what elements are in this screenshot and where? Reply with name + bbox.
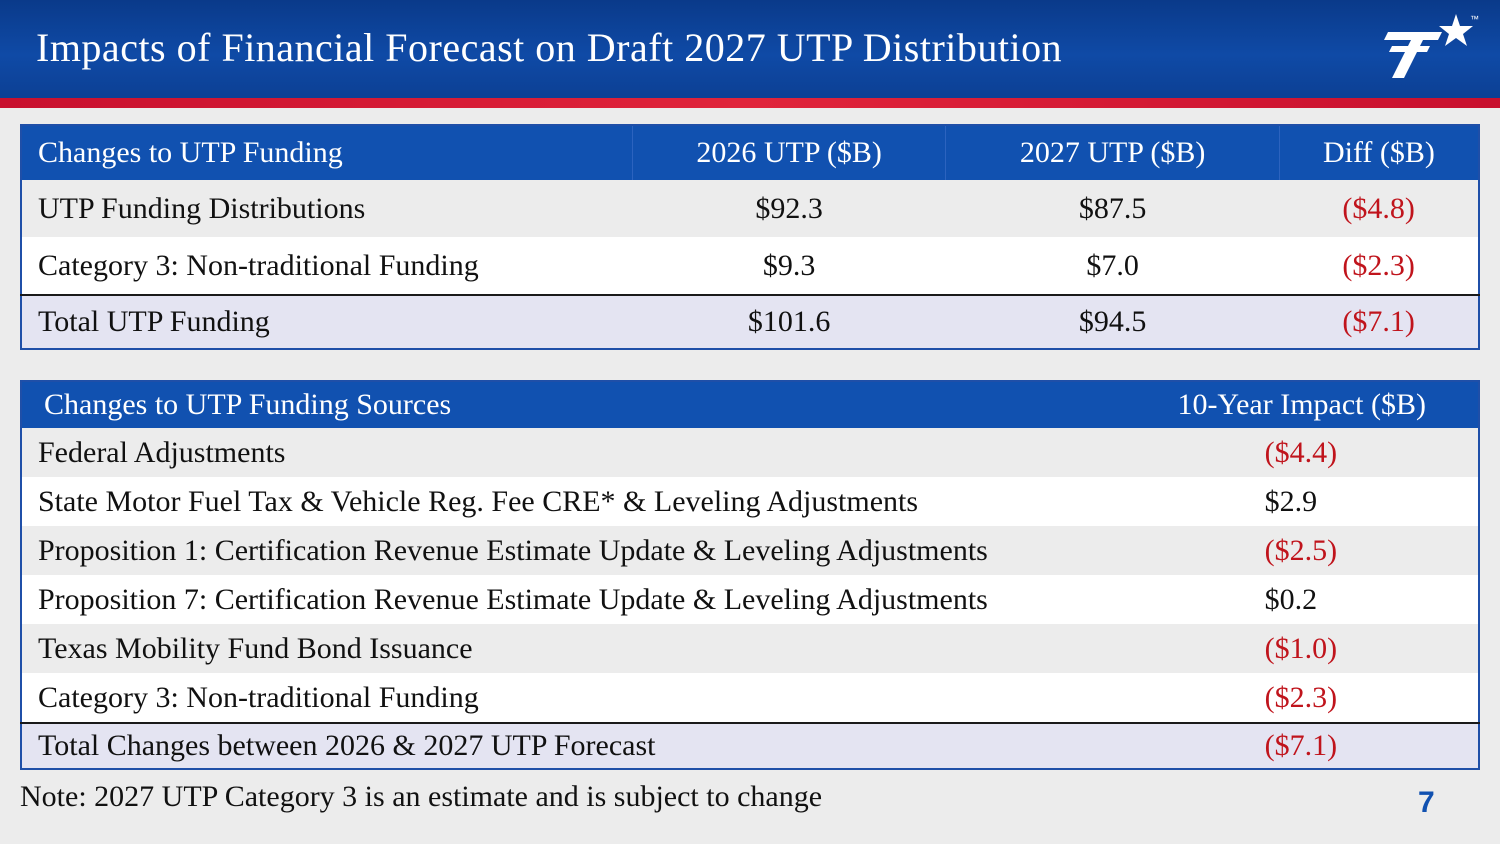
- impact-value: ($2.3): [1020, 673, 1479, 723]
- total-row: Total Changes between 2026 & 2027 UTP Fo…: [21, 722, 1479, 769]
- value-2026: $92.3: [632, 180, 946, 237]
- value-diff: ($2.3): [1279, 237, 1479, 295]
- table-row: State Motor Fuel Tax & Vehicle Reg. Fee …: [21, 477, 1479, 526]
- value-2026: $9.3: [632, 237, 946, 295]
- column-header: 2027 UTP ($B): [945, 125, 1280, 180]
- value-diff: ($7.1): [1279, 294, 1479, 349]
- impact-value: ($1.0): [1020, 624, 1479, 673]
- table-row: Proposition 1: Certification Revenue Est…: [21, 526, 1479, 575]
- row-label: Category 3: Non-traditional Funding: [21, 673, 1021, 723]
- column-header: Changes to UTP Funding Sources: [21, 381, 1021, 428]
- column-header: Changes to UTP Funding: [21, 125, 633, 180]
- trademark-mark: ™: [1470, 14, 1479, 24]
- header-accent-stripe: [0, 98, 1500, 108]
- row-label: Texas Mobility Fund Bond Issuance: [21, 624, 1021, 673]
- table-header-row: Changes to UTP Funding Sources 10-Year I…: [21, 381, 1479, 428]
- table-row: Proposition 7: Certification Revenue Est…: [21, 575, 1479, 624]
- value-2027: $94.5: [945, 294, 1280, 349]
- value-2027: $7.0: [945, 237, 1280, 295]
- txdot-logo-icon: [1384, 14, 1473, 78]
- row-label: Federal Adjustments: [21, 428, 1021, 477]
- slide-title: Impacts of Financial Forecast on Draft 2…: [36, 25, 1063, 70]
- row-label: Total UTP Funding: [21, 294, 633, 349]
- table-row: Federal Adjustments ($4.4): [21, 428, 1479, 477]
- footnote: Note: 2027 UTP Category 3 is an estimate…: [20, 780, 823, 813]
- table-row: Texas Mobility Fund Bond Issuance ($1.0): [21, 624, 1479, 673]
- impact-value: $0.2: [1020, 575, 1479, 624]
- row-label: Total Changes between 2026 & 2027 UTP Fo…: [21, 722, 1021, 769]
- table-header-row: Changes to UTP Funding 2026 UTP ($B) 202…: [21, 125, 1479, 180]
- value-2026: $101.6: [632, 294, 946, 349]
- funding-sources-table: Changes to UTP Funding Sources 10-Year I…: [20, 380, 1480, 770]
- column-header: 10-Year Impact ($B): [1020, 381, 1479, 428]
- row-label: UTP Funding Distributions: [21, 180, 633, 237]
- table-row: Category 3: Non-traditional Funding $9.3…: [21, 237, 1479, 295]
- page-number: 7: [1418, 786, 1435, 819]
- row-label: Proposition 1: Certification Revenue Est…: [21, 526, 1021, 575]
- utp-funding-table: Changes to UTP Funding 2026 UTP ($B) 202…: [20, 124, 1480, 350]
- row-label: State Motor Fuel Tax & Vehicle Reg. Fee …: [21, 477, 1021, 526]
- impact-value: ($2.5): [1020, 526, 1479, 575]
- row-label: Proposition 7: Certification Revenue Est…: [21, 575, 1021, 624]
- impact-value: ($7.1): [1020, 722, 1479, 769]
- impact-value: ($4.4): [1020, 428, 1479, 477]
- value-diff: ($4.8): [1279, 180, 1479, 237]
- column-header: 2026 UTP ($B): [631, 125, 946, 180]
- impact-value: $2.9: [1020, 477, 1479, 526]
- value-2027: $87.5: [945, 180, 1280, 237]
- table-row: UTP Funding Distributions $92.3 $87.5 ($…: [21, 180, 1479, 237]
- header-bar: [0, 0, 1500, 100]
- total-row: Total UTP Funding $101.6 $94.5 ($7.1): [21, 294, 1479, 349]
- row-label: Category 3: Non-traditional Funding: [21, 237, 633, 295]
- table-row: Category 3: Non-traditional Funding ($2.…: [21, 673, 1479, 723]
- column-header: Diff ($B): [1278, 125, 1479, 180]
